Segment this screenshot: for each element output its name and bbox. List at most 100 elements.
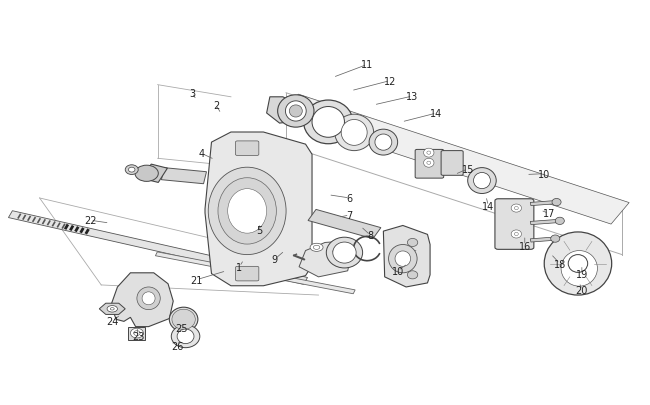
- Polygon shape: [384, 226, 430, 287]
- Text: 9: 9: [271, 255, 278, 265]
- Ellipse shape: [177, 329, 194, 344]
- Ellipse shape: [369, 130, 398, 156]
- Ellipse shape: [289, 106, 302, 118]
- Text: 14: 14: [430, 109, 443, 119]
- Ellipse shape: [424, 159, 434, 168]
- Polygon shape: [280, 95, 629, 224]
- Ellipse shape: [129, 168, 135, 173]
- Ellipse shape: [552, 199, 561, 206]
- FancyBboxPatch shape: [235, 266, 259, 281]
- Text: 3: 3: [189, 89, 195, 98]
- FancyBboxPatch shape: [495, 199, 534, 250]
- Ellipse shape: [333, 243, 356, 263]
- Ellipse shape: [514, 233, 518, 236]
- Text: 14: 14: [482, 202, 495, 211]
- Ellipse shape: [553, 245, 605, 293]
- Text: 22: 22: [84, 216, 96, 226]
- Ellipse shape: [125, 165, 138, 175]
- Ellipse shape: [170, 307, 198, 332]
- Ellipse shape: [395, 252, 411, 266]
- Ellipse shape: [172, 325, 200, 348]
- Ellipse shape: [427, 151, 431, 155]
- Ellipse shape: [544, 232, 612, 295]
- Text: 12: 12: [384, 77, 396, 86]
- Text: 7: 7: [346, 211, 353, 220]
- Ellipse shape: [424, 149, 434, 158]
- Ellipse shape: [218, 178, 276, 245]
- Ellipse shape: [555, 217, 564, 225]
- Ellipse shape: [313, 246, 320, 250]
- Text: 26: 26: [171, 341, 183, 351]
- Ellipse shape: [176, 312, 191, 327]
- Text: 6: 6: [346, 194, 353, 203]
- Ellipse shape: [135, 166, 159, 182]
- Text: 2: 2: [213, 101, 219, 111]
- Ellipse shape: [474, 173, 490, 189]
- Ellipse shape: [375, 135, 392, 151]
- Ellipse shape: [389, 245, 417, 273]
- Ellipse shape: [107, 306, 118, 312]
- Ellipse shape: [142, 292, 155, 305]
- Ellipse shape: [137, 287, 161, 310]
- Ellipse shape: [208, 168, 286, 255]
- Polygon shape: [530, 220, 560, 225]
- Ellipse shape: [285, 102, 306, 122]
- FancyBboxPatch shape: [441, 151, 463, 176]
- Ellipse shape: [172, 309, 195, 330]
- Ellipse shape: [333, 250, 339, 254]
- Ellipse shape: [427, 162, 431, 165]
- Text: 24: 24: [106, 317, 118, 326]
- Ellipse shape: [408, 271, 418, 279]
- Text: 23: 23: [132, 332, 144, 341]
- Polygon shape: [205, 133, 312, 286]
- Ellipse shape: [310, 244, 323, 252]
- Ellipse shape: [568, 255, 588, 273]
- Text: 10: 10: [538, 169, 551, 179]
- Polygon shape: [308, 210, 381, 239]
- Ellipse shape: [326, 238, 363, 268]
- Ellipse shape: [227, 189, 266, 234]
- FancyBboxPatch shape: [415, 150, 444, 179]
- Ellipse shape: [304, 101, 353, 144]
- Polygon shape: [111, 273, 173, 327]
- Ellipse shape: [341, 120, 367, 146]
- Ellipse shape: [408, 239, 418, 247]
- Polygon shape: [530, 201, 557, 206]
- Polygon shape: [155, 252, 355, 294]
- Ellipse shape: [511, 230, 521, 239]
- Polygon shape: [266, 98, 299, 124]
- Ellipse shape: [330, 248, 343, 256]
- Text: 17: 17: [543, 209, 555, 219]
- Polygon shape: [142, 165, 168, 183]
- Ellipse shape: [131, 328, 144, 338]
- Ellipse shape: [468, 168, 496, 194]
- Text: 20: 20: [576, 286, 588, 296]
- Text: 4: 4: [199, 149, 205, 159]
- Text: 21: 21: [190, 275, 203, 285]
- Text: 15: 15: [462, 164, 474, 175]
- Polygon shape: [530, 237, 556, 243]
- Polygon shape: [128, 327, 146, 340]
- Ellipse shape: [561, 251, 597, 286]
- Text: 13: 13: [406, 92, 419, 102]
- Text: 25: 25: [175, 324, 187, 333]
- Ellipse shape: [514, 207, 518, 210]
- Text: 1: 1: [237, 262, 242, 272]
- Ellipse shape: [312, 107, 344, 138]
- Text: 11: 11: [361, 60, 373, 70]
- FancyBboxPatch shape: [235, 142, 259, 156]
- Ellipse shape: [551, 235, 560, 243]
- Ellipse shape: [278, 96, 314, 128]
- Ellipse shape: [111, 308, 114, 310]
- Polygon shape: [299, 241, 354, 277]
- Text: 19: 19: [576, 269, 588, 279]
- Polygon shape: [99, 303, 125, 315]
- Text: 10: 10: [391, 266, 404, 276]
- Text: 8: 8: [367, 230, 374, 241]
- Ellipse shape: [335, 115, 374, 151]
- Text: 5: 5: [255, 226, 262, 236]
- Text: 16: 16: [519, 241, 531, 251]
- Polygon shape: [161, 168, 207, 184]
- Polygon shape: [8, 211, 307, 285]
- Ellipse shape: [511, 205, 521, 213]
